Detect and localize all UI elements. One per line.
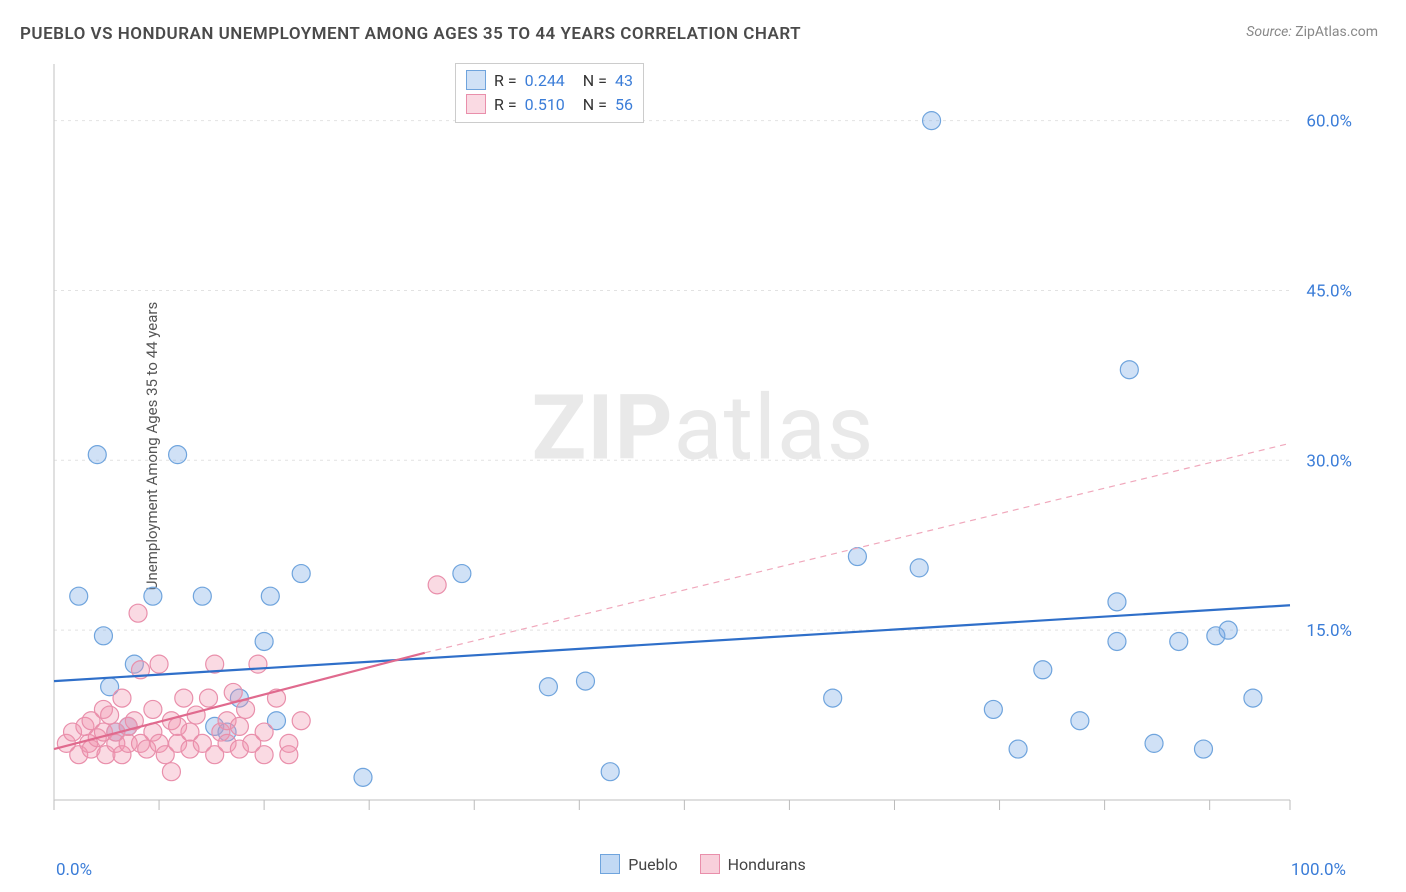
svg-text:30.0%: 30.0% [1306,451,1352,471]
chart-container: PUEBLO VS HONDURAN UNEMPLOYMENT AMONG AG… [0,0,1406,892]
source-attribution: Source: ZipAtlas.com [1246,24,1378,40]
legend-row-pueblo: R = 0.244 N = 43 [466,68,633,92]
legend-row-hondurans: R = 0.510 N = 56 [466,92,633,116]
source-value: ZipAtlas.com [1295,24,1378,40]
svg-text:60.0%: 60.0% [1306,112,1352,132]
svg-text:45.0%: 45.0% [1306,281,1352,301]
swatch-pueblo [466,70,486,90]
swatch-hondurans-icon [700,854,720,874]
legend-item-hondurans: Hondurans [700,854,806,874]
source-label: Source: [1246,24,1291,40]
series-legend: Pueblo Hondurans [0,854,1406,874]
chart-title: PUEBLO VS HONDURAN UNEMPLOYMENT AMONG AG… [20,24,801,44]
svg-text:15.0%: 15.0% [1306,621,1352,641]
legend-item-pueblo: Pueblo [600,854,677,874]
swatch-pueblo-icon [600,854,620,874]
scatter-plot: 15.0% 30.0% 45.0% 60.0% [50,60,1370,850]
correlation-legend: R = 0.244 N = 43 R = 0.510 N = 56 [455,63,644,123]
swatch-hondurans [466,94,486,114]
